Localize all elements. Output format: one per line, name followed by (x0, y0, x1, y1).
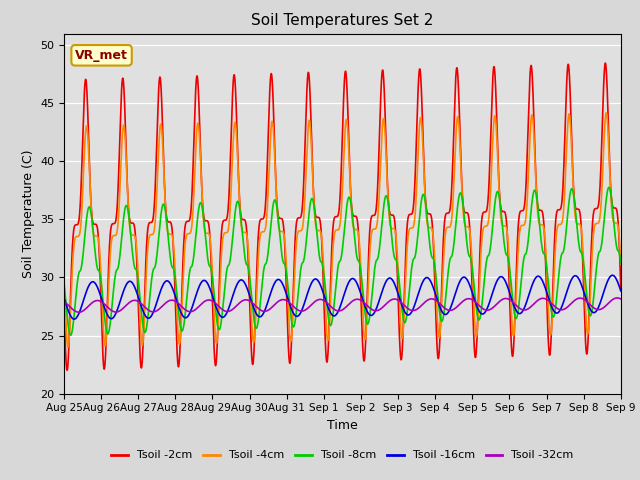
Tsoil -2cm (180, 247, 188, 253)
Tsoil -8cm (605, 184, 612, 190)
Tsoil -8cm (67, 333, 74, 338)
Tsoil -16cm (617, 288, 625, 293)
Tsoil -8cm (60, 281, 68, 287)
Tsoil -4cm (406, 225, 414, 231)
Tsoil -2cm (216, 269, 223, 275)
Tsoil -16cm (216, 312, 223, 318)
Tsoil -32cm (406, 307, 414, 313)
Tsoil -8cm (216, 326, 223, 332)
Line: Tsoil -4cm: Tsoil -4cm (64, 113, 621, 347)
Tsoil -4cm (64, 344, 72, 350)
Tsoil -2cm (602, 60, 609, 66)
Tsoil -16cm (180, 314, 188, 320)
Tsoil -16cm (60, 295, 68, 301)
Text: VR_met: VR_met (75, 49, 128, 62)
Tsoil -4cm (564, 118, 572, 124)
Tsoil -16cm (564, 285, 572, 291)
Tsoil -4cm (602, 110, 610, 116)
Tsoil -4cm (617, 258, 625, 264)
Tsoil -2cm (60, 304, 68, 310)
Tsoil -2cm (617, 282, 625, 288)
Tsoil -16cm (617, 288, 625, 294)
Tsoil -4cm (216, 290, 223, 296)
Tsoil -4cm (397, 326, 404, 332)
Line: Tsoil -16cm: Tsoil -16cm (64, 275, 621, 319)
Tsoil -32cm (617, 296, 625, 302)
Tsoil -32cm (617, 296, 625, 302)
Tsoil -32cm (180, 305, 188, 311)
Tsoil -2cm (406, 212, 414, 217)
Legend: Tsoil -2cm, Tsoil -4cm, Tsoil -8cm, Tsoil -16cm, Tsoil -32cm: Tsoil -2cm, Tsoil -4cm, Tsoil -8cm, Tsoi… (107, 446, 578, 465)
Tsoil -4cm (617, 261, 625, 267)
Tsoil -8cm (180, 324, 188, 330)
Tsoil -16cm (70, 316, 78, 322)
Tsoil -8cm (617, 260, 625, 265)
X-axis label: Time: Time (327, 419, 358, 432)
Tsoil -4cm (180, 270, 188, 276)
Tsoil -32cm (564, 304, 572, 310)
Tsoil -2cm (564, 61, 572, 67)
Title: Soil Temperatures Set 2: Soil Temperatures Set 2 (252, 13, 433, 28)
Line: Tsoil -32cm: Tsoil -32cm (64, 298, 621, 312)
Tsoil -32cm (75, 309, 83, 315)
Tsoil -32cm (216, 304, 223, 310)
Y-axis label: Soil Temperature (C): Soil Temperature (C) (22, 149, 35, 278)
Tsoil -4cm (60, 275, 68, 281)
Line: Tsoil -2cm: Tsoil -2cm (64, 63, 621, 370)
Tsoil -32cm (613, 295, 621, 301)
Tsoil -32cm (397, 299, 404, 305)
Tsoil -2cm (63, 367, 71, 373)
Tsoil -16cm (397, 299, 404, 305)
Tsoil -8cm (617, 259, 625, 264)
Line: Tsoil -8cm: Tsoil -8cm (64, 187, 621, 336)
Tsoil -8cm (406, 275, 414, 281)
Tsoil -16cm (406, 311, 414, 316)
Tsoil -8cm (397, 296, 404, 301)
Tsoil -16cm (609, 272, 616, 278)
Tsoil -32cm (60, 299, 68, 305)
Tsoil -2cm (397, 356, 404, 361)
Tsoil -8cm (564, 208, 572, 214)
Tsoil -2cm (617, 287, 625, 292)
